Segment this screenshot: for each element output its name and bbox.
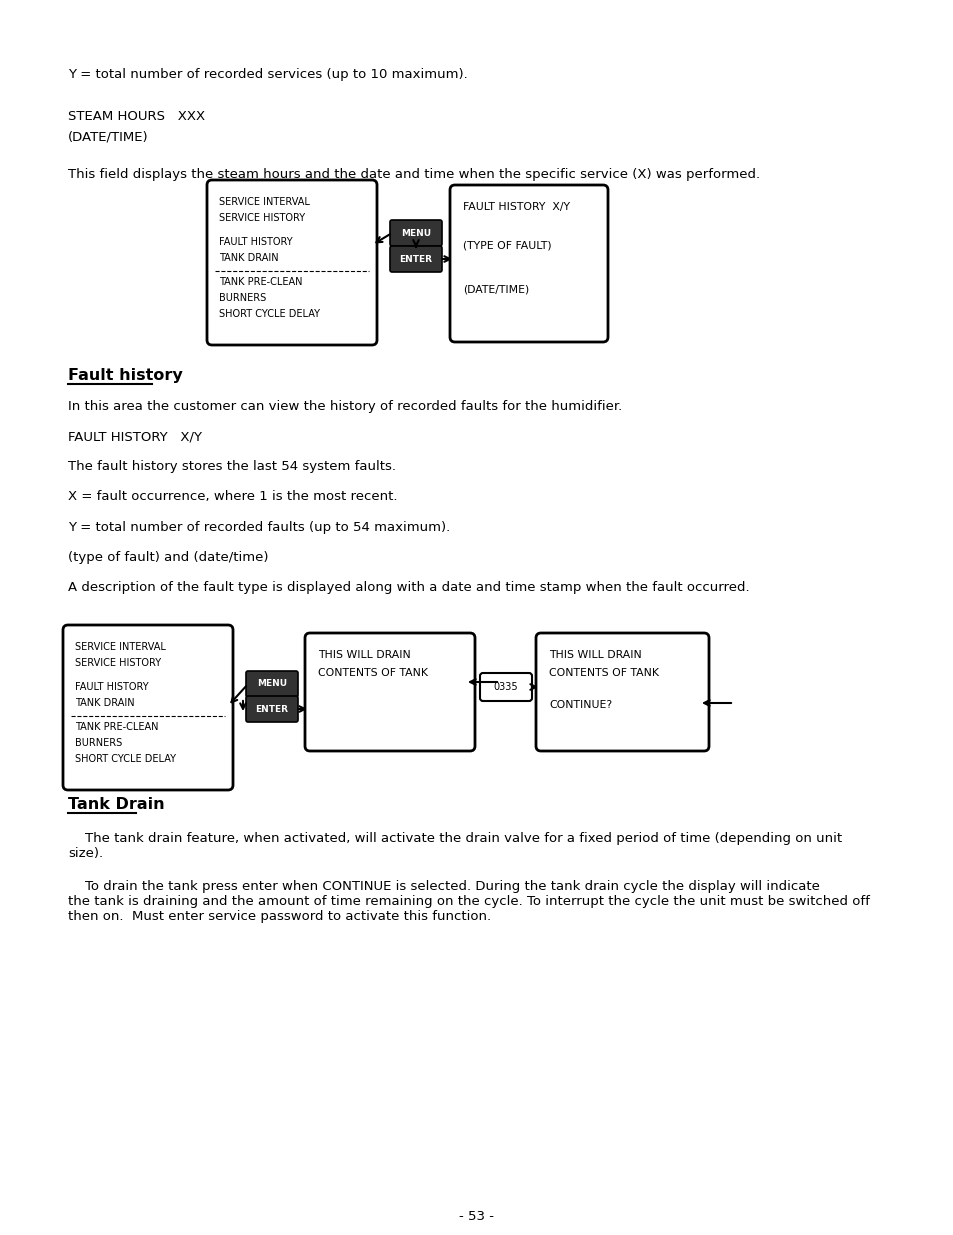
Text: The fault history stores the last 54 system faults.: The fault history stores the last 54 sys…: [68, 459, 395, 473]
Text: FAULT HISTORY  X/Y: FAULT HISTORY X/Y: [462, 203, 569, 212]
FancyBboxPatch shape: [246, 697, 297, 722]
FancyBboxPatch shape: [207, 180, 376, 345]
Text: Y = total number of recorded services (up to 10 maximum).: Y = total number of recorded services (u…: [68, 68, 467, 82]
Text: CONTENTS OF TANK: CONTENTS OF TANK: [548, 668, 659, 678]
Text: 0335: 0335: [493, 682, 517, 692]
FancyBboxPatch shape: [536, 634, 708, 751]
FancyBboxPatch shape: [390, 220, 441, 246]
Text: TANK PRE-CLEAN: TANK PRE-CLEAN: [75, 722, 158, 732]
Text: (DATE/TIME): (DATE/TIME): [462, 285, 529, 295]
Text: SHORT CYCLE DELAY: SHORT CYCLE DELAY: [75, 755, 175, 764]
FancyBboxPatch shape: [479, 673, 532, 701]
FancyBboxPatch shape: [305, 634, 475, 751]
Text: The tank drain feature, when activated, will activate the drain valve for a fixe: The tank drain feature, when activated, …: [68, 832, 841, 860]
Text: SERVICE HISTORY: SERVICE HISTORY: [75, 658, 161, 668]
Text: FAULT HISTORY: FAULT HISTORY: [219, 237, 293, 247]
Text: THIS WILL DRAIN: THIS WILL DRAIN: [548, 650, 641, 659]
FancyBboxPatch shape: [246, 671, 297, 697]
Text: (DATE/TIME): (DATE/TIME): [68, 130, 149, 143]
Text: TANK DRAIN: TANK DRAIN: [75, 698, 134, 708]
Text: THIS WILL DRAIN: THIS WILL DRAIN: [317, 650, 411, 659]
Text: In this area the customer can view the history of recorded faults for the humidi: In this area the customer can view the h…: [68, 400, 621, 412]
Text: Tank Drain: Tank Drain: [68, 797, 165, 811]
Text: BURNERS: BURNERS: [75, 739, 122, 748]
Text: MENU: MENU: [400, 228, 431, 237]
FancyBboxPatch shape: [63, 625, 233, 790]
Text: Fault history: Fault history: [68, 368, 183, 383]
Text: Y = total number of recorded faults (up to 54 maximum).: Y = total number of recorded faults (up …: [68, 521, 450, 534]
Text: TANK PRE-CLEAN: TANK PRE-CLEAN: [219, 277, 302, 287]
FancyBboxPatch shape: [450, 185, 607, 342]
Text: To drain the tank press enter when CONTINUE is selected. During the tank drain c: To drain the tank press enter when CONTI…: [68, 881, 869, 923]
Text: STEAM HOURS   XXX: STEAM HOURS XXX: [68, 110, 205, 124]
Text: CONTINUE?: CONTINUE?: [548, 700, 612, 710]
Text: FAULT HISTORY: FAULT HISTORY: [75, 682, 149, 692]
Text: SHORT CYCLE DELAY: SHORT CYCLE DELAY: [219, 309, 319, 319]
Text: X = fault occurrence, where 1 is the most recent.: X = fault occurrence, where 1 is the mos…: [68, 490, 397, 503]
Text: SERVICE INTERVAL: SERVICE INTERVAL: [219, 198, 310, 207]
Text: FAULT HISTORY   X/Y: FAULT HISTORY X/Y: [68, 430, 202, 443]
Text: A description of the fault type is displayed along with a date and time stamp wh: A description of the fault type is displ…: [68, 580, 749, 594]
Text: ENTER: ENTER: [255, 704, 288, 714]
Text: MENU: MENU: [256, 679, 287, 688]
Text: This field displays the steam hours and the date and time when the specific serv: This field displays the steam hours and …: [68, 168, 760, 182]
Text: SERVICE INTERVAL: SERVICE INTERVAL: [75, 642, 166, 652]
FancyBboxPatch shape: [390, 246, 441, 272]
Text: (type of fault) and (date/time): (type of fault) and (date/time): [68, 551, 268, 564]
Text: TANK DRAIN: TANK DRAIN: [219, 253, 278, 263]
Text: CONTENTS OF TANK: CONTENTS OF TANK: [317, 668, 428, 678]
Text: ENTER: ENTER: [399, 254, 432, 263]
Text: - 53 -: - 53 -: [459, 1210, 494, 1223]
Text: (TYPE OF FAULT): (TYPE OF FAULT): [462, 240, 551, 249]
Text: SERVICE HISTORY: SERVICE HISTORY: [219, 212, 305, 224]
Text: BURNERS: BURNERS: [219, 293, 266, 303]
